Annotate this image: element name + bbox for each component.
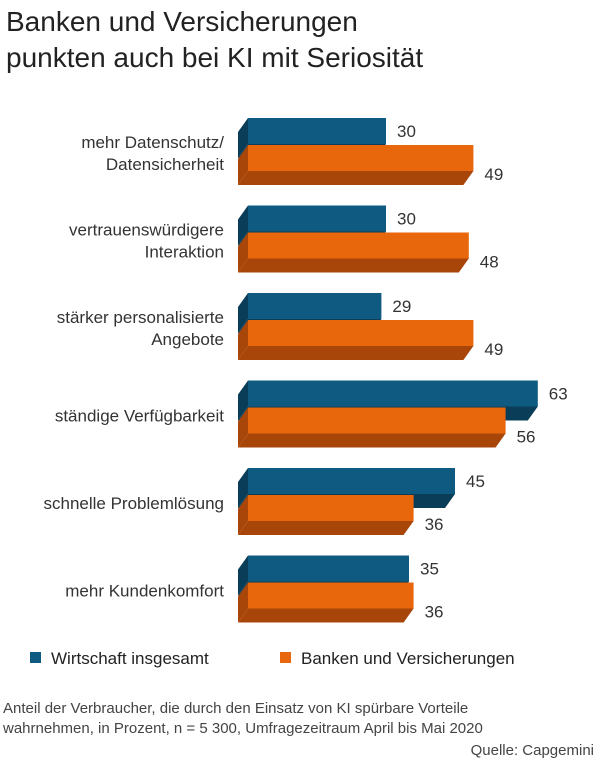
category-2-bar-banken-front-face xyxy=(248,232,469,259)
category-3-bar-banken-end-face xyxy=(238,320,248,360)
category-2-bar-banken-bottom-face xyxy=(238,258,469,273)
category-4-bar-banken-end-face xyxy=(238,407,248,448)
category-5-bar-wirtschaft-front-face xyxy=(248,468,455,494)
category-3-bar-wirtschaft-end-face xyxy=(238,293,248,333)
category-6-bar-banken-end-face xyxy=(238,582,248,623)
category-2-value-wirtschaft: 30 xyxy=(397,210,416,229)
category-6-bar-banken-front-face xyxy=(248,582,414,609)
category-1-label-line-2: Datensicherheit xyxy=(106,155,224,174)
footnote-line-1: Anteil der Verbraucher, die durch den Ei… xyxy=(3,700,469,717)
category-6-bar-wirtschaft-end-face xyxy=(238,555,248,596)
category-2-bar-banken xyxy=(238,232,469,273)
category-4-bar-wirtschaft-front-face xyxy=(248,380,538,407)
footnote: Anteil der Verbraucher, die durch den Ei… xyxy=(3,699,597,739)
category-3-value-banken: 49 xyxy=(484,340,503,359)
category-6-label-line-1: mehr Kundenkomfort xyxy=(65,582,224,601)
category-3-bar-wirtschaft-front-face xyxy=(248,293,382,319)
legend-label-wirtschaft: Wirtschaft insgesamt xyxy=(51,649,209,668)
category-2-bar-banken-end-face xyxy=(238,232,248,273)
category-2-label-line-1: vertrauenswürdigere xyxy=(69,221,224,240)
legend-swatch-blue xyxy=(30,652,41,663)
category-5-bar-banken-bottom-face xyxy=(238,521,414,535)
category-6-value-banken: 36 xyxy=(425,603,444,622)
category-1-bar-wirtschaft-front-face xyxy=(248,118,386,144)
category-6-bar-wirtschaft-front-face xyxy=(248,555,409,582)
category-1-value-wirtschaft: 30 xyxy=(397,122,416,141)
category-3-value-wirtschaft: 29 xyxy=(392,297,411,316)
category-1-bar-banken-front-face xyxy=(248,145,474,171)
bar-chart: 30 49 mehr Datenschutz/Datensicherheit 30 48… xyxy=(44,118,568,623)
category-4-bar-banken-front-face xyxy=(248,407,506,434)
category-6-bar-banken xyxy=(238,582,414,623)
category-2-label-line-2: Interaktion xyxy=(145,243,224,262)
category-5-label-line-1: schnelle Problemlösung xyxy=(44,494,225,513)
category-4-value-banken: 56 xyxy=(517,428,536,447)
category-5-value-banken: 36 xyxy=(425,515,444,534)
category-3-label-line-1: stärker personalisierte xyxy=(57,308,224,327)
category-2-bar-wirtschaft-front-face xyxy=(248,205,386,232)
category-4-value-wirtschaft: 63 xyxy=(549,385,568,404)
category-3-label-line-2: Angebote xyxy=(151,330,224,349)
category-5-bar-banken xyxy=(238,495,414,535)
category-5-bar-banken-end-face xyxy=(238,495,248,535)
category-4-bar-wirtschaft-end-face xyxy=(238,380,248,421)
category-4-bar-banken-bottom-face xyxy=(238,433,506,448)
category-5-bar-wirtschaft-end-face xyxy=(238,468,248,508)
category-1-value-banken: 49 xyxy=(484,165,503,184)
category-1-bar-wirtschaft-end-face xyxy=(238,118,248,158)
footnote-line-2: wahrnehmen, in Prozent, n = 5 300, Umfra… xyxy=(3,720,483,737)
category-1-bar-banken xyxy=(238,145,474,185)
chart-title: Banken und Versicherungen punkten auch b… xyxy=(6,4,596,76)
category-3-bar-banken-bottom-face xyxy=(238,346,474,360)
legend-swatch-orange xyxy=(280,652,291,663)
category-3-bar-banken-front-face xyxy=(248,320,474,346)
category-6-bar-banken-bottom-face xyxy=(238,608,414,623)
chart-title-line-2: punkten auch bei KI mit Seriosität xyxy=(6,42,424,73)
category-3-bar-banken xyxy=(238,320,474,360)
category-1-label-line-1: mehr Datenschutz/ xyxy=(81,133,224,152)
chart-title-line-1: Banken und Versicherungen xyxy=(6,6,358,37)
category-2-bar-wirtschaft-end-face xyxy=(238,205,248,246)
category-5-value-wirtschaft: 45 xyxy=(466,472,485,491)
legend-label-banken: Banken und Versicherungen xyxy=(301,649,515,668)
category-5-bar-banken-front-face xyxy=(248,495,414,521)
category-2-value-banken: 48 xyxy=(480,253,499,272)
category-4-bar-banken xyxy=(238,407,506,448)
source-note: Quelle: Capgemini xyxy=(470,742,594,759)
category-4-label-line-1: ständige Verfügbarkeit xyxy=(55,407,224,426)
category-1-bar-banken-bottom-face xyxy=(238,171,474,185)
legend-item-wirtschaft: Wirtschaft insgesamt xyxy=(30,649,209,669)
legend-item-banken: Banken und Versicherungen xyxy=(280,649,515,669)
category-6-value-wirtschaft: 35 xyxy=(420,560,439,579)
category-1-bar-banken-end-face xyxy=(238,145,248,185)
